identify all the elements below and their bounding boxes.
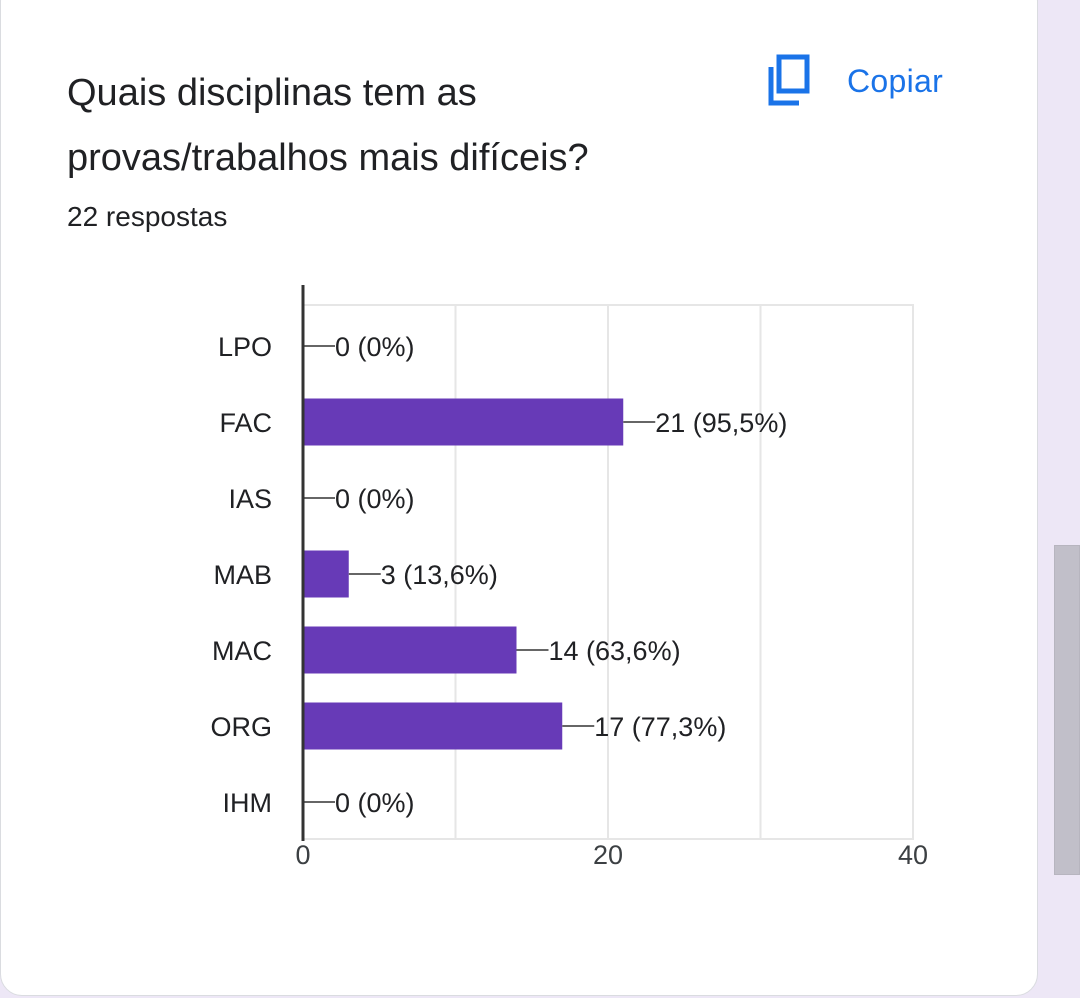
data-label: 0 (0%)	[335, 332, 415, 362]
category-label: IHM	[223, 788, 273, 818]
category-label: MAC	[212, 636, 272, 666]
data-label: 14 (63,6%)	[549, 636, 681, 666]
response-count: 22 respostas	[67, 201, 228, 232]
question-title: Quais disciplinas tem as provas/trabalho…	[67, 72, 589, 179]
data-label: 0 (0%)	[335, 484, 415, 514]
question-card: Quais disciplinas tem as provas/trabalho…	[0, 0, 1038, 996]
bar	[303, 626, 517, 674]
x-tick-label: 0	[295, 840, 310, 870]
category-label: MAB	[213, 560, 272, 590]
copy-label: Copiar	[847, 62, 944, 99]
category-label: LPO	[218, 332, 272, 362]
data-label: 17 (77,3%)	[594, 712, 726, 742]
data-label: 21 (95,5%)	[655, 408, 787, 438]
x-tick-label: 20	[593, 840, 623, 870]
x-tick-label: 40	[898, 840, 928, 870]
copy-button[interactable]: Copiar	[761, 49, 943, 113]
bar	[303, 398, 624, 446]
bar	[303, 550, 349, 598]
scrollbar-thumb[interactable]	[1054, 545, 1080, 875]
bar	[303, 702, 563, 750]
category-label: ORG	[210, 712, 272, 742]
copy-icon	[768, 54, 810, 106]
data-label: 0 (0%)	[335, 788, 415, 818]
category-label: IAS	[228, 484, 272, 514]
category-label: FAC	[219, 408, 272, 438]
data-label: 3 (13,6%)	[381, 560, 498, 590]
bar-chart: LPO 0 (0%) FAC 21 (95,5%) IAS 0 (0%) MAB 3 (13,…	[210, 285, 928, 870]
